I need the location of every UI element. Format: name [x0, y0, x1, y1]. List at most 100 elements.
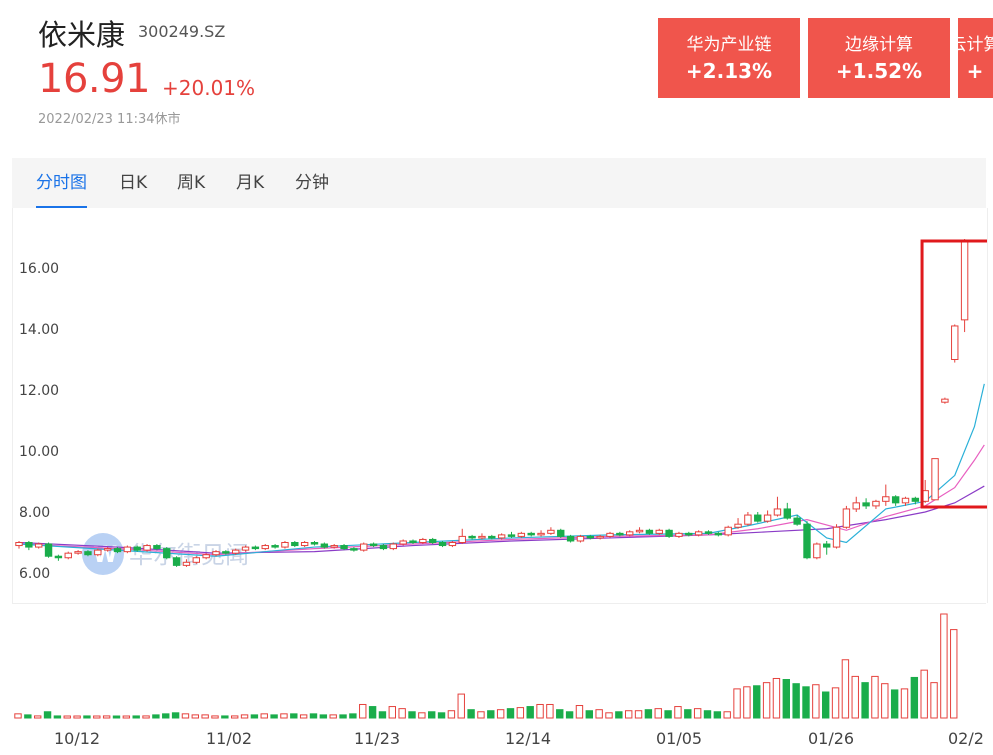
- volume-bar: [398, 708, 406, 719]
- volume-bar: [753, 685, 761, 719]
- candle: [665, 528, 673, 538]
- volume-bar: [546, 703, 554, 719]
- candle: [547, 527, 555, 535]
- volume-bar: [359, 703, 367, 719]
- x-tick-label: 11/02: [206, 729, 252, 748]
- candle: [35, 542, 43, 549]
- volume-bar: [467, 709, 475, 719]
- volume-bar: [93, 715, 101, 719]
- volume-bar: [506, 708, 515, 719]
- candle: [596, 534, 604, 540]
- volume-bar: [703, 710, 712, 719]
- candle: [44, 542, 53, 558]
- candle: [330, 544, 338, 549]
- volume-bar: [861, 682, 869, 719]
- candlestick-chart[interactable]: 16.00 14.00 12.00 10.00 8.00 6.00 W 华尔街见闻: [12, 208, 988, 603]
- candle: [478, 533, 486, 540]
- candle: [232, 548, 240, 555]
- volume-bar: [881, 683, 889, 719]
- concept-name: 云计算: [958, 35, 993, 54]
- volume-bar: [890, 689, 899, 719]
- concept-card-cloud-computing[interactable]: 云计算 +: [958, 18, 993, 98]
- concept-change: +1.52%: [835, 59, 923, 83]
- y-tick-label: 10.00: [19, 444, 59, 460]
- tab-minute[interactable]: 分钟: [295, 173, 329, 193]
- tab-weekly-k[interactable]: 周K: [177, 173, 206, 193]
- volume-chart: 10/12 11/02 11/23 12/14 01/05 01/26 02/2: [12, 603, 986, 748]
- volume-bar: [477, 711, 485, 719]
- volume-bar: [684, 709, 692, 719]
- candle: [192, 556, 201, 564]
- volume-bar: [831, 687, 840, 719]
- candle: [458, 528, 466, 545]
- candle: [960, 239, 969, 333]
- volume-bar: [368, 706, 377, 719]
- volume-bar: [408, 711, 416, 719]
- volume-bar: [428, 711, 436, 719]
- candle: [517, 531, 526, 538]
- volume-bar: [792, 683, 800, 719]
- candle: [744, 512, 752, 526]
- volume-bar: [920, 669, 928, 719]
- volume-bar: [112, 715, 121, 719]
- candle: [842, 505, 851, 529]
- candle: [872, 499, 880, 509]
- candle: [438, 540, 447, 548]
- volume-bar: [132, 715, 140, 719]
- tab-monthly-k[interactable]: 月K: [236, 173, 265, 193]
- volume-bar: [250, 714, 259, 719]
- x-tick-label: 11/23: [354, 729, 400, 748]
- volume-bar: [211, 715, 219, 719]
- candle: [448, 540, 457, 548]
- candle: [291, 540, 299, 548]
- candle: [172, 556, 181, 567]
- candle: [488, 534, 496, 540]
- volume-bar: [142, 715, 150, 719]
- candle: [300, 540, 309, 548]
- volume-bar: [625, 710, 633, 719]
- candle: [212, 550, 220, 557]
- candle: [704, 530, 713, 535]
- candle: [94, 548, 102, 557]
- volume-bar: [871, 675, 879, 719]
- volume-bar: [743, 686, 751, 719]
- volume-bar: [260, 713, 268, 719]
- candle: [783, 502, 791, 520]
- volume-bar: [733, 688, 741, 719]
- quote-timestamp: 2022/02/23 11:34休市: [38, 112, 181, 127]
- volume-bar: [851, 675, 859, 719]
- tab-intraday[interactable]: 分时图: [36, 158, 87, 208]
- y-tick-label: 16.00: [19, 261, 59, 277]
- volume-bar: [43, 711, 52, 719]
- candle: [182, 559, 191, 567]
- volume-bar: [162, 713, 170, 719]
- candle: [626, 530, 634, 537]
- concept-name: 边缘计算: [845, 35, 913, 54]
- concept-card-edge-computing[interactable]: 边缘计算 +1.52%: [808, 18, 950, 98]
- stock-code: 300249.SZ: [138, 22, 226, 41]
- volume-bar: [713, 711, 722, 719]
- candle: [103, 547, 112, 552]
- candle: [911, 496, 920, 505]
- volume-bar: [83, 715, 91, 719]
- volume-bar: [388, 706, 397, 719]
- volume-bar: [329, 714, 337, 719]
- volume-bar: [910, 676, 919, 719]
- volume-bar: [930, 682, 938, 719]
- volume-bar: [231, 715, 239, 719]
- volume-bar: [34, 715, 42, 719]
- volume-bar: [536, 703, 544, 719]
- candle: [862, 498, 870, 509]
- candle: [675, 531, 683, 538]
- candle: [645, 528, 654, 535]
- candle: [931, 458, 939, 501]
- x-tick-label: 10/12: [54, 729, 100, 748]
- volume-bar: [299, 714, 308, 719]
- candle: [635, 527, 644, 534]
- volume-bar: [378, 711, 387, 719]
- concept-card-huawei[interactable]: 华为产业链 +2.13%: [658, 18, 800, 98]
- candle: [261, 544, 269, 551]
- tab-daily-k[interactable]: 日K: [119, 173, 148, 193]
- volume-bar: [634, 710, 643, 719]
